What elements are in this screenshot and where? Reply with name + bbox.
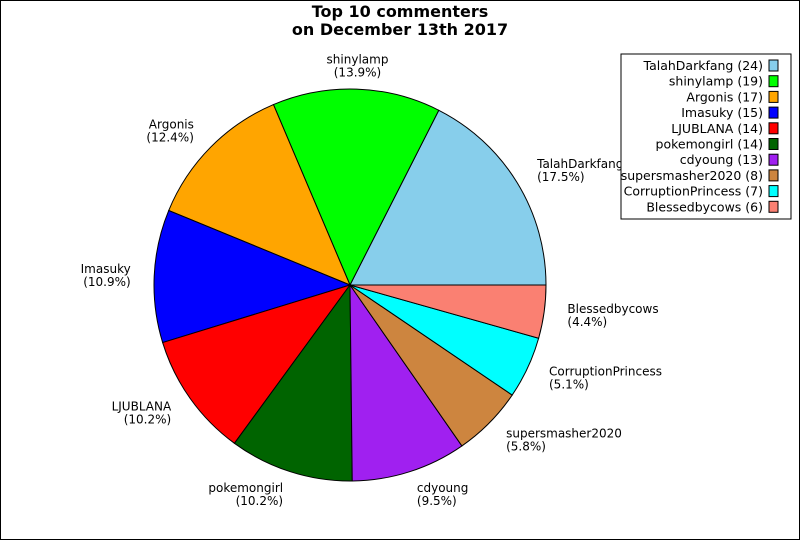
slice-label-shinylamp: shinylamp (13.9%) <box>327 53 389 80</box>
legend-label-imasuky: Imasuky (15) <box>681 105 763 120</box>
chart-title-line-1: Top 10 commenters <box>312 2 489 21</box>
slice-label-argonis: Argonis (12.4%) <box>146 118 193 145</box>
legend-label-talahdarkfang: TalahDarkfang (24) <box>643 58 764 73</box>
legend-swatch-cdyoung <box>768 153 779 166</box>
legend-swatch-argonis <box>768 90 779 103</box>
legend-label-argonis: Argonis (17) <box>686 89 763 104</box>
legend-label-blessedbycows: Blessedbycows (6) <box>646 199 763 214</box>
legend-swatch-blessedbycows <box>768 200 779 213</box>
pie-slice-ljublana <box>162 284 352 444</box>
legend-label-ljublana: LJUBLANA (14) <box>671 121 763 136</box>
legend-swatch-ljublana <box>768 122 779 135</box>
slice-label-imasuky: Imasuky (10.9%) <box>81 262 131 289</box>
legend-frame <box>620 53 792 220</box>
legend-label-pokemongirl: pokemongirl (14) <box>656 137 763 152</box>
slice-label-supersmasher2020: supersmasher2020 (5.8%) <box>506 426 622 453</box>
legend-swatch-corruptionprincess <box>768 185 779 198</box>
legend-label-cdyoung: cdyoung (13) <box>680 152 763 167</box>
slice-label-talahdarkfang: TalahDarkfang (17.5%) <box>536 157 623 184</box>
legend-swatch-talahdarkfang <box>768 59 779 72</box>
legend-label-corruptionprincess: CorruptionPrincess (7) <box>624 184 763 199</box>
pie-slice-cdyoung <box>349 283 463 482</box>
chart-title-line-2: on December 13th 2017 <box>292 20 508 39</box>
pie-slice-argonis <box>168 103 351 286</box>
pie-slice-shinylamp <box>272 88 440 287</box>
legend-swatch-pokemongirl <box>768 138 779 150</box>
legend-swatch-shinylamp <box>768 75 779 88</box>
slice-label-blessedbycows: Blessedbycows (4.4%) <box>567 302 658 329</box>
slice-label-pokemongirl: pokemongirl (10.2%) <box>208 481 283 508</box>
legend-swatch-imasuky <box>768 106 779 119</box>
slice-label-corruptionprincess: CorruptionPrincess (5.1%) <box>549 365 662 392</box>
legend-label-supersmasher2020: supersmasher2020 (8) <box>621 168 763 183</box>
pie-slice-imasuky <box>153 209 352 344</box>
pie-labels: TalahDarkfang (17.5%) shinylamp (13.9%) Argo… <box>81 53 662 509</box>
pie-slice-pokemongirl <box>233 283 353 482</box>
legend-swatch-supersmasher2020 <box>768 169 779 182</box>
slice-label-ljublana: LJUBLANA (10.2%) <box>112 399 172 426</box>
pie-slice-talahdarkfang <box>349 109 547 286</box>
pie-slices <box>153 88 547 482</box>
slice-label-cdyoung: cdyoung (9.5%) <box>417 481 469 508</box>
legend-label-shinylamp: shinylamp (19) <box>669 74 763 89</box>
legend: TalahDarkfang (24)shinylamp (19)Argonis … <box>620 53 792 220</box>
pie-slice-blessedbycows <box>349 284 547 339</box>
